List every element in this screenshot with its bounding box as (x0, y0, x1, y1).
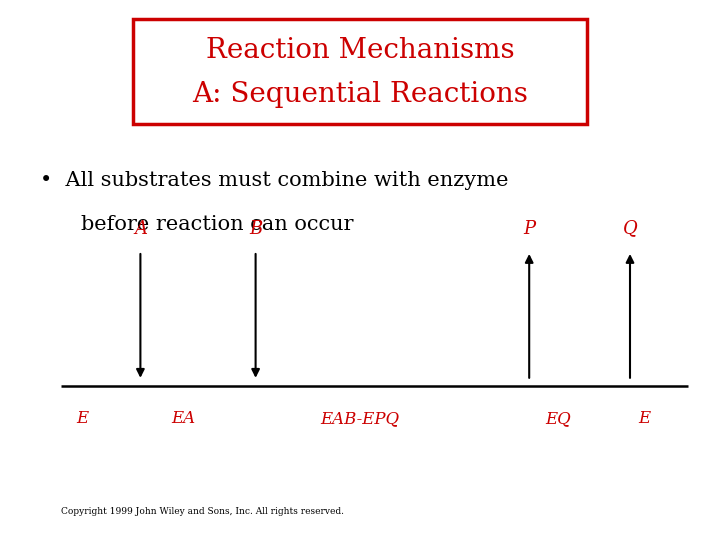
Text: A: Sequential Reactions: A: Sequential Reactions (192, 81, 528, 108)
Text: Copyright 1999 John Wiley and Sons, Inc. All rights reserved.: Copyright 1999 John Wiley and Sons, Inc.… (61, 507, 344, 516)
Text: A: A (134, 220, 147, 238)
Text: •  All substrates must combine with enzyme: • All substrates must combine with enzym… (40, 171, 508, 191)
Text: Q: Q (623, 220, 637, 238)
FancyBboxPatch shape (133, 19, 587, 124)
Text: before reaction can occur: before reaction can occur (81, 214, 354, 234)
Text: EAB-EPQ: EAB-EPQ (320, 410, 400, 427)
Text: P: P (523, 220, 535, 238)
Text: Reaction Mechanisms: Reaction Mechanisms (206, 37, 514, 64)
Text: EQ: EQ (545, 410, 571, 427)
Text: E: E (639, 410, 650, 427)
Text: B: B (249, 220, 262, 238)
Text: EA: EA (171, 410, 196, 427)
Text: E: E (77, 410, 89, 427)
